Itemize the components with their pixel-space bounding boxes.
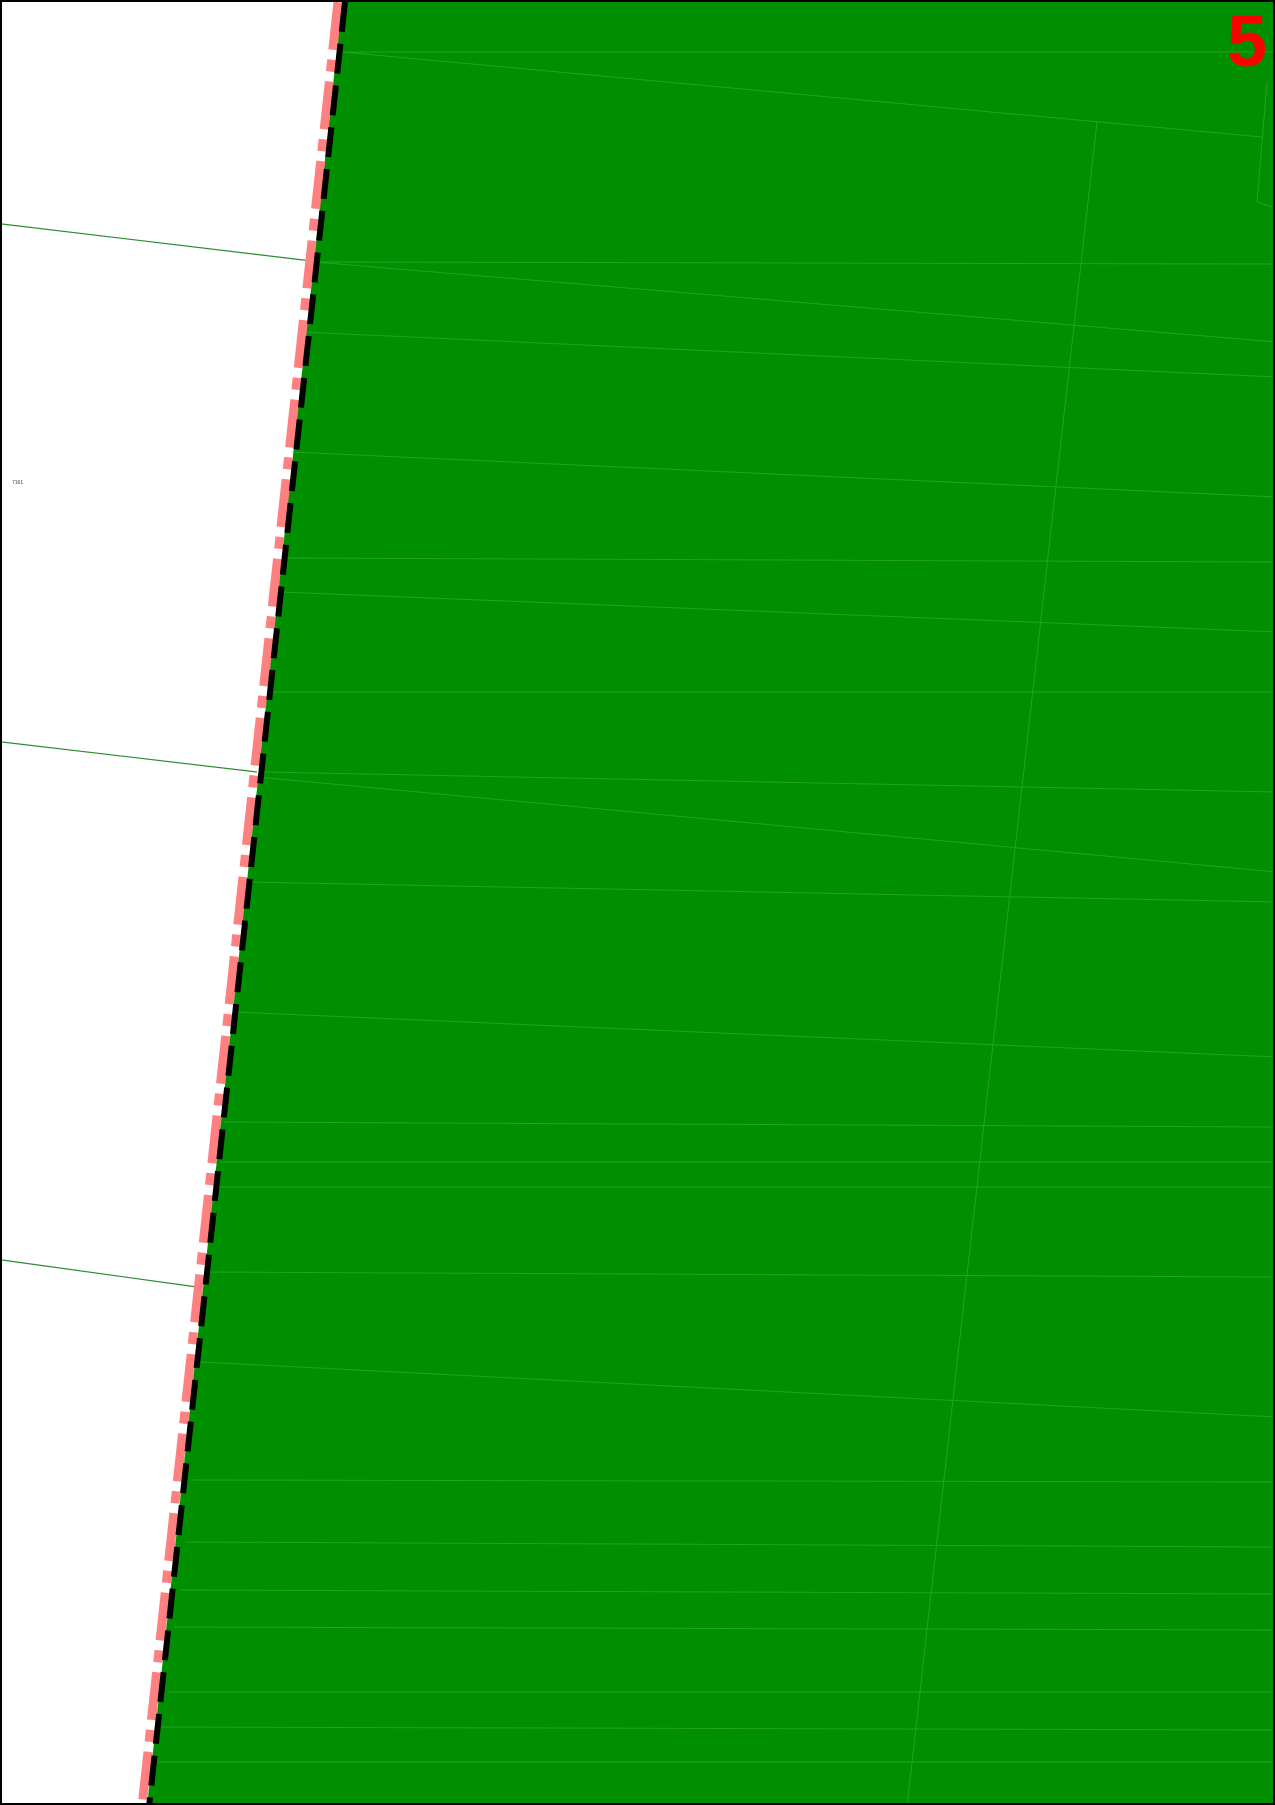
sheet-number: 5 bbox=[1226, 2, 1267, 82]
boundary-line[interactable] bbox=[137, 2, 348, 1805]
parcel-lines bbox=[2, 223, 321, 1288]
plot-label: 7161 bbox=[12, 480, 24, 486]
field-area[interactable] bbox=[147, 2, 1275, 1805]
field-lines bbox=[158, 51, 1273, 1803]
